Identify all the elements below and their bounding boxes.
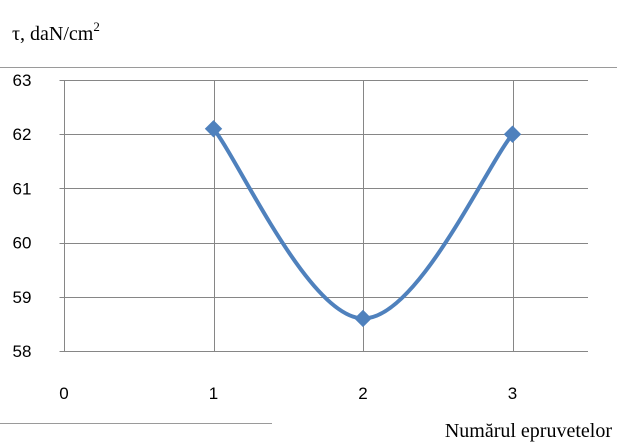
y-axis-label: τ, daN/cm2 xyxy=(12,19,100,45)
x-tick-label-3: 3 xyxy=(508,384,517,403)
y-axis-label-superscript: 2 xyxy=(93,19,100,34)
y-tick-label-60: 60 xyxy=(13,234,32,253)
y-tick-label-62: 62 xyxy=(13,125,32,144)
data-point-2 xyxy=(354,309,372,328)
x-tick-label-0: 0 xyxy=(59,384,68,403)
y-tick-label-58: 58 xyxy=(13,342,32,361)
chart-frame-lines xyxy=(0,67,617,424)
y-tick-labels: 58 59 60 61 62 63 xyxy=(13,71,32,361)
axes xyxy=(59,80,65,352)
x-tick-label-1: 1 xyxy=(209,384,218,403)
x-tick-label-2: 2 xyxy=(358,384,367,403)
grid-lines xyxy=(64,80,588,352)
y-tick-label-61: 61 xyxy=(13,179,32,198)
data-point-3 xyxy=(503,125,522,143)
data-point-1 xyxy=(204,120,223,138)
x-axis-label: Numărul epruvetelor xyxy=(445,420,612,442)
y-axis-label-text: τ, daN/cm xyxy=(12,23,94,45)
x-tick-labels: 0 1 2 3 xyxy=(59,384,517,403)
series-group xyxy=(204,120,522,328)
y-tick-label-63: 63 xyxy=(13,71,32,90)
y-tick-label-59: 59 xyxy=(13,288,32,307)
